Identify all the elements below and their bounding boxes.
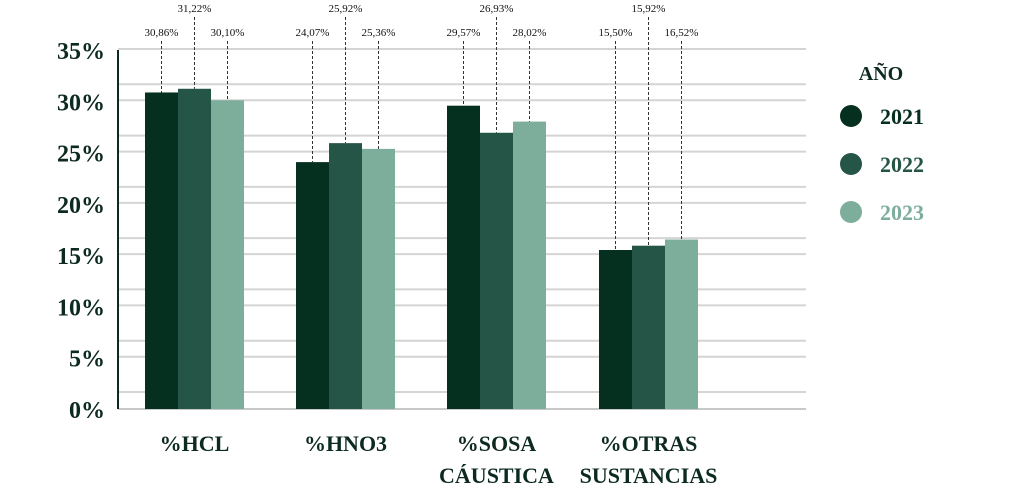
- data-label: 26,93%: [480, 3, 514, 15]
- category-label: %HCL: [160, 431, 230, 456]
- y-tick-label: 5%: [69, 347, 105, 373]
- data-label: 31,22%: [178, 3, 212, 15]
- data-label: 25,36%: [362, 27, 396, 39]
- bar-2021-0: [145, 92, 178, 409]
- bar-2023-3: [665, 239, 698, 409]
- legend-swatch: [840, 153, 862, 175]
- data-label: 16,52%: [665, 27, 699, 39]
- bar-2021-3: [599, 250, 632, 409]
- y-tick-label: 15%: [57, 244, 105, 270]
- bar-2022-1: [329, 143, 362, 409]
- y-axis: 0% 5% 10% 15% 20% 25% 30% 35%: [57, 39, 119, 424]
- data-label: 24,07%: [296, 27, 330, 39]
- data-label: 30,10%: [211, 27, 245, 39]
- category-label: %OTRAS: [600, 431, 698, 456]
- data-label: 29,57%: [447, 27, 481, 39]
- data-label: 15,50%: [599, 27, 633, 39]
- bar-2022-3: [632, 245, 665, 409]
- data-label: 30,86%: [145, 27, 179, 39]
- bar-2022-2: [480, 132, 513, 409]
- category-labels: %HCL %HNO3 %SOSA CÁUSTICA %OTRAS SUSTANCIAS: [160, 431, 718, 488]
- y-tick-label: 20%: [57, 193, 105, 219]
- data-labels: 30,86% 31,22% 30,10% 24,07% 25,92% 25,36% 29,5…: [145, 3, 699, 251]
- legend-swatch: [840, 201, 862, 223]
- data-label: 25,92%: [329, 3, 363, 15]
- y-tick-label: 0%: [69, 398, 105, 424]
- category-label: %HNO3: [304, 431, 387, 456]
- legend-title: AÑO: [859, 62, 903, 85]
- bar-2021-1: [296, 162, 329, 409]
- bar-2022-0: [178, 88, 211, 409]
- bars: [145, 88, 698, 410]
- y-tick-label: 35%: [57, 39, 105, 65]
- legend-label: 2022: [880, 152, 924, 177]
- category-label: %SOSA: [457, 431, 537, 456]
- legend-swatch: [840, 105, 862, 127]
- y-tick-label: 10%: [57, 295, 105, 321]
- category-label: SUSTANCIAS: [580, 463, 718, 488]
- data-label: 15,92%: [632, 3, 666, 15]
- category-label: CÁUSTICA: [439, 463, 554, 488]
- bar-2023-0: [211, 100, 244, 409]
- bar-2023-1: [362, 148, 395, 410]
- legend: AÑO 2021 2022 2023: [840, 62, 924, 225]
- legend-label: 2021: [880, 104, 924, 129]
- bar-2021-2: [447, 105, 480, 409]
- legend-label: 2023: [880, 200, 924, 225]
- bar-2023-2: [513, 121, 546, 410]
- data-label: 28,02%: [513, 27, 547, 39]
- y-tick-label: 30%: [57, 90, 105, 116]
- y-tick-label: 25%: [57, 142, 105, 168]
